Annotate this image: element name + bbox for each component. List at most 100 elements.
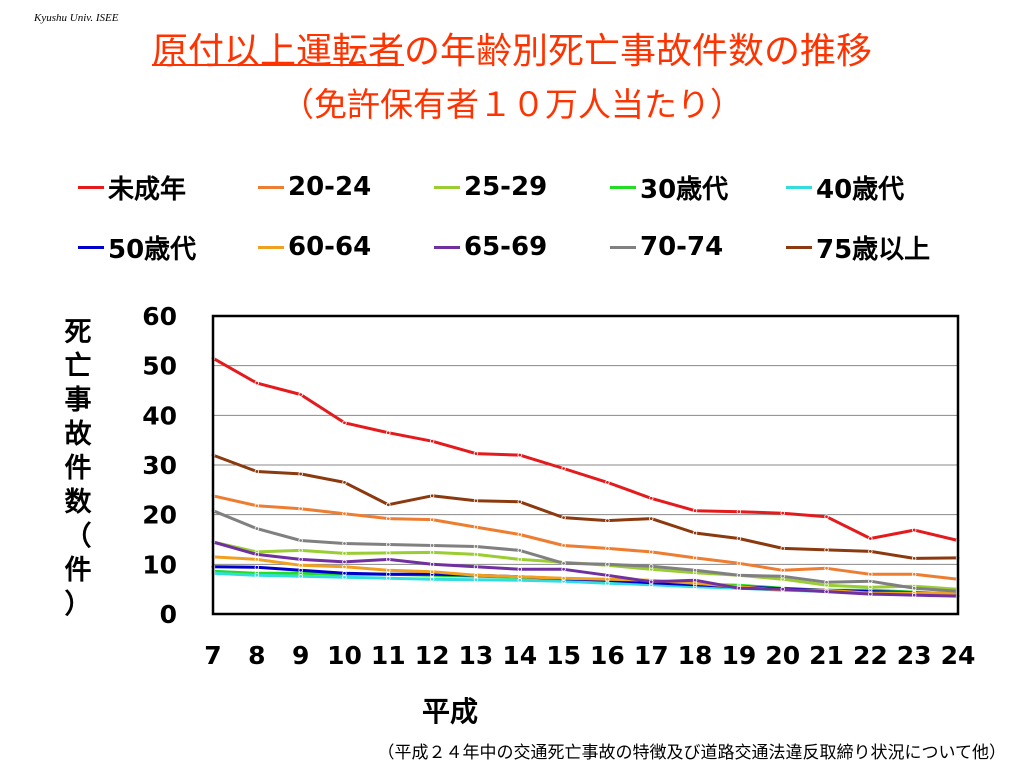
data-point bbox=[473, 577, 479, 582]
y-axis-label-char: 死 bbox=[64, 317, 92, 348]
data-point bbox=[342, 564, 347, 570]
data-point bbox=[254, 573, 260, 578]
legend-label: 65-69 bbox=[464, 232, 548, 262]
title-part1: 原付以上運転者 bbox=[151, 31, 404, 72]
y-axis-label-char: （ bbox=[64, 521, 92, 552]
data-point bbox=[649, 496, 654, 501]
data-point bbox=[911, 527, 917, 533]
y-tick-label: 50 bbox=[142, 352, 177, 381]
legend-label: 未成年 bbox=[108, 174, 187, 205]
data-point bbox=[298, 557, 303, 562]
data-point bbox=[780, 568, 785, 573]
data-point bbox=[473, 524, 479, 530]
data-point bbox=[386, 542, 391, 547]
data-point bbox=[649, 516, 654, 521]
x-tick-label: 15 bbox=[546, 641, 581, 670]
data-point bbox=[342, 420, 347, 425]
data-point bbox=[780, 586, 785, 592]
data-point bbox=[561, 543, 566, 548]
data-point bbox=[517, 578, 522, 583]
data-point bbox=[780, 546, 785, 551]
data-point bbox=[386, 568, 391, 573]
x-tick-label: 11 bbox=[371, 641, 406, 670]
data-point bbox=[429, 493, 435, 498]
data-point bbox=[736, 536, 742, 541]
data-point bbox=[868, 549, 873, 554]
x-tick-label: 20 bbox=[765, 641, 800, 670]
y-tick-label: 40 bbox=[142, 401, 177, 430]
data-point bbox=[298, 392, 303, 397]
data-point bbox=[868, 536, 873, 541]
data-point bbox=[254, 526, 260, 531]
data-point bbox=[429, 562, 435, 567]
legend-item: 30歳代 bbox=[610, 170, 729, 205]
legend-item: 65-69 bbox=[434, 230, 547, 264]
legend-item: 40歳代 bbox=[786, 170, 905, 205]
data-point bbox=[342, 541, 347, 546]
data-point bbox=[298, 563, 303, 568]
data-point bbox=[824, 547, 829, 553]
data-point bbox=[517, 532, 522, 537]
legend-label: 30歳代 bbox=[640, 174, 729, 205]
legend-swatch bbox=[258, 185, 284, 189]
y-tick-label: 20 bbox=[142, 501, 177, 530]
data-point bbox=[561, 567, 566, 572]
data-point bbox=[386, 572, 391, 577]
legend-label: 75歳以上 bbox=[816, 234, 931, 265]
data-point bbox=[254, 552, 260, 557]
data-point bbox=[298, 548, 303, 553]
data-point bbox=[429, 550, 435, 555]
x-tick-label: 23 bbox=[897, 641, 932, 670]
y-axis-label-char: 故 bbox=[64, 419, 92, 450]
series-line bbox=[212, 494, 959, 581]
data-point bbox=[736, 509, 742, 514]
data-point bbox=[386, 430, 391, 435]
data-point bbox=[342, 575, 347, 580]
data-point bbox=[868, 591, 873, 597]
legend-item: 75歳以上 bbox=[786, 230, 931, 265]
data-point bbox=[692, 555, 698, 561]
x-tick-label: 7 bbox=[204, 641, 221, 670]
data-point bbox=[429, 577, 435, 582]
page-title: 原付以上運転者の年齢別死亡事故件数の推移 bbox=[0, 22, 1024, 74]
legend-swatch bbox=[786, 185, 812, 189]
legend-swatch bbox=[78, 245, 104, 249]
y-axis-label-char: 事 bbox=[64, 385, 92, 416]
data-point bbox=[561, 561, 566, 566]
x-tick-label: 13 bbox=[459, 641, 494, 670]
data-point bbox=[517, 567, 522, 572]
x-tick-label: 8 bbox=[248, 641, 265, 670]
data-point bbox=[342, 551, 347, 556]
data-point bbox=[561, 515, 566, 520]
series-line bbox=[212, 356, 959, 542]
legend-label: 25-29 bbox=[464, 172, 548, 202]
data-point bbox=[473, 564, 479, 570]
legend-label: 70-74 bbox=[640, 232, 724, 262]
data-point bbox=[254, 503, 260, 508]
legend-label: 60-64 bbox=[288, 232, 372, 262]
data-point bbox=[386, 550, 391, 556]
legend-swatch bbox=[434, 185, 460, 189]
x-axis-label: 平成 bbox=[421, 695, 478, 728]
series-line bbox=[212, 453, 959, 560]
y-axis-label-char: 件 bbox=[64, 555, 92, 586]
data-point bbox=[736, 561, 742, 566]
y-tick-label: 60 bbox=[142, 302, 177, 331]
legend-item: 未成年 bbox=[78, 170, 187, 205]
data-point bbox=[868, 572, 873, 577]
data-point bbox=[386, 576, 391, 581]
data-point bbox=[605, 577, 610, 582]
data-point bbox=[649, 549, 654, 555]
data-point bbox=[342, 571, 347, 576]
data-point bbox=[605, 562, 610, 567]
data-point bbox=[911, 592, 917, 598]
x-tick-label: 18 bbox=[678, 641, 713, 670]
y-axis-label-char: 件 bbox=[64, 453, 92, 484]
x-tick-label: 12 bbox=[415, 641, 450, 670]
data-point bbox=[254, 469, 260, 474]
data-point bbox=[605, 480, 610, 485]
legend-swatch bbox=[610, 245, 636, 249]
data-point bbox=[473, 552, 479, 557]
legend-label: 40歳代 bbox=[816, 174, 905, 205]
data-point bbox=[911, 585, 917, 591]
